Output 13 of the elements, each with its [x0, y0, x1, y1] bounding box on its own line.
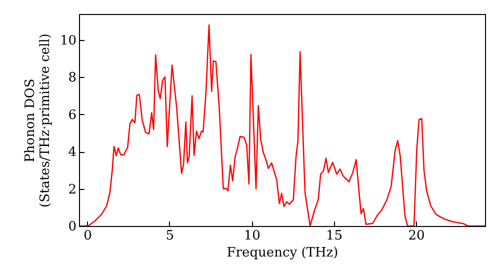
x-tick-label: 15: [326, 228, 343, 244]
x-tick-label: 20: [408, 228, 425, 244]
y-tick-label: 4: [68, 145, 76, 160]
y-tick-label: 8: [68, 70, 76, 86]
y-tick-label: 10: [60, 34, 76, 49]
line-series: [79, 24, 485, 226]
x-tick-label: 5: [166, 228, 174, 244]
y-axis-title: Phonon DOS (States/THz·primitive cell): [22, 33, 53, 208]
y-tick-label: 2: [68, 182, 76, 198]
y-tick-label: 6: [68, 108, 76, 123]
x-tick-label: 10: [244, 228, 260, 244]
x-tick-label: 0: [84, 228, 92, 244]
x-axis-title: Frequency (THz): [226, 246, 338, 260]
